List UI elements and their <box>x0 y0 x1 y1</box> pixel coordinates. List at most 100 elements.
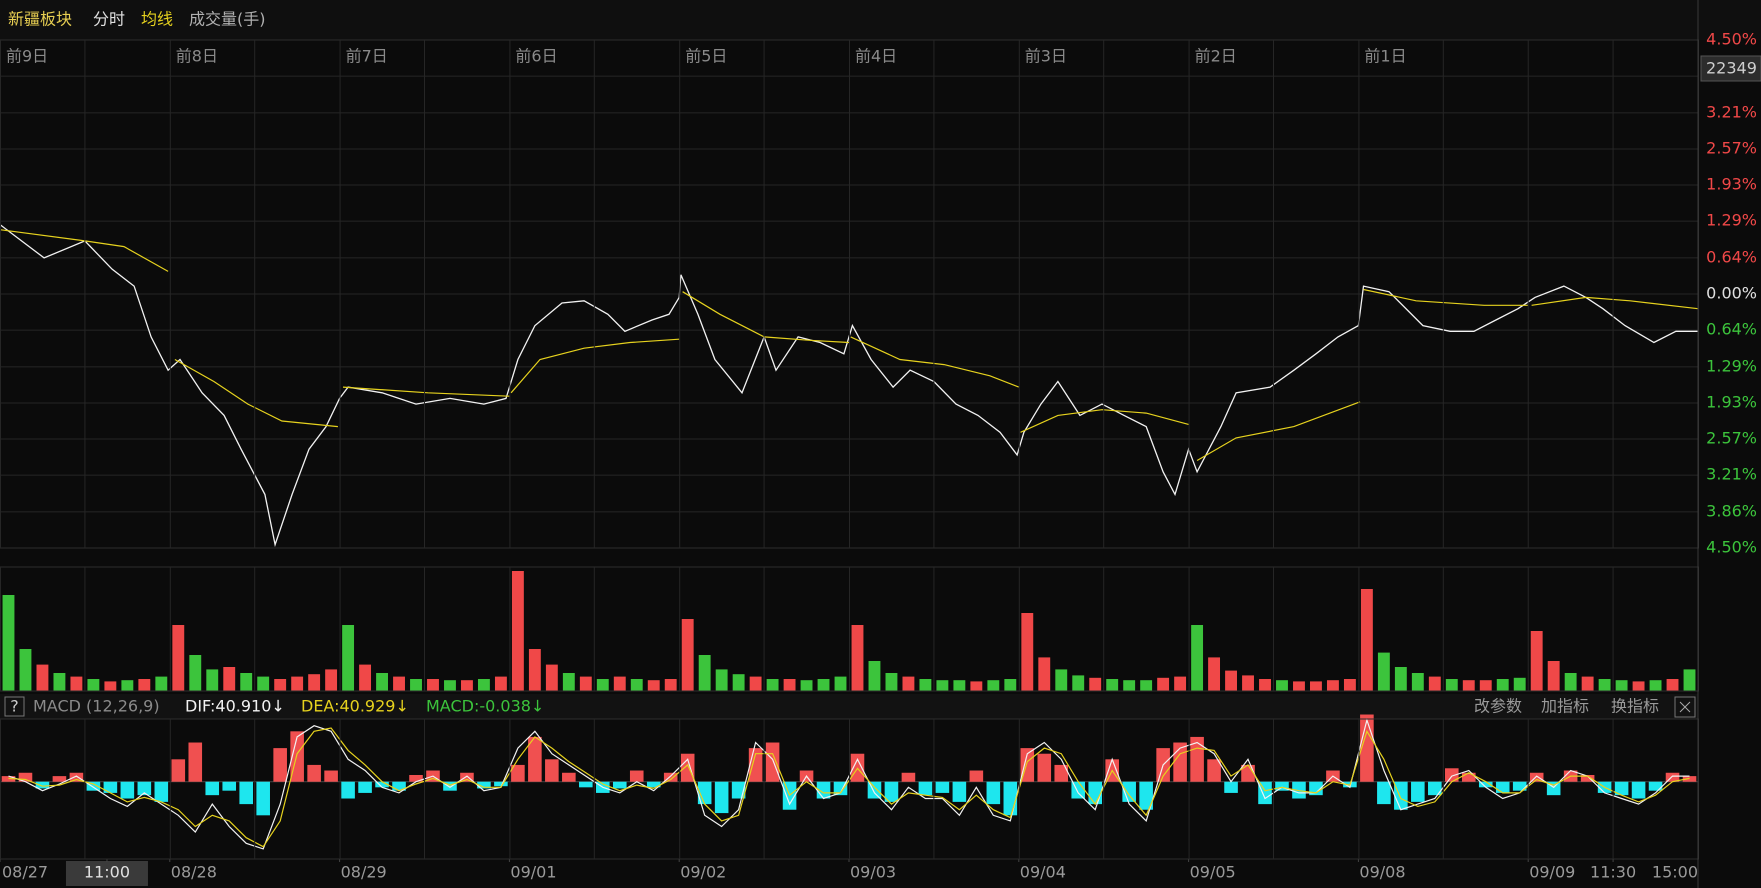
volume-bar <box>1513 677 1526 691</box>
macd-bar <box>341 781 355 799</box>
volume-bar <box>376 673 388 691</box>
y-tick-label: 0.00% <box>1706 284 1757 303</box>
volume-bar <box>291 676 304 691</box>
volume-bar <box>545 664 558 691</box>
y-tick-label: 4.50% <box>1706 538 1757 557</box>
day-label: 前8日 <box>176 47 218 66</box>
avg-toggle[interactable]: 均线 <box>141 10 173 29</box>
volume-bar <box>1615 680 1628 691</box>
volume-bar <box>1360 589 1373 691</box>
x-tick-label: 09/04 <box>1020 863 1066 882</box>
macd-bar <box>1614 781 1629 796</box>
macd-bar <box>884 781 899 802</box>
macd-header <box>0 694 1698 719</box>
volume-bar <box>1632 681 1645 691</box>
volume-bar <box>274 679 287 691</box>
volume-bar <box>1547 661 1560 691</box>
macd-bar <box>1207 759 1221 782</box>
macd-bar <box>1275 781 1289 791</box>
volume-bar <box>851 625 864 691</box>
x-tick-label: 08/27 <box>2 863 48 882</box>
macd-button[interactable]: 加指标 <box>1541 697 1589 716</box>
dea-label: DEA:40.929↓ <box>301 697 409 716</box>
volume-bar <box>562 673 575 691</box>
volume-bar <box>1004 679 1017 691</box>
macd-bar <box>680 753 695 782</box>
macd-bar <box>646 781 661 788</box>
help-button[interactable]: ? <box>10 697 19 716</box>
macd-bar <box>952 781 967 802</box>
volume-bar <box>1581 676 1594 691</box>
macd-bar <box>137 781 152 796</box>
day-label: 前5日 <box>685 47 727 66</box>
volume-bar <box>494 676 507 691</box>
macd-bar <box>86 781 101 791</box>
volume-bar <box>240 673 253 691</box>
macd-bar <box>511 764 525 782</box>
volume-bar <box>477 679 490 691</box>
volume-bar <box>1242 675 1254 691</box>
macd-bar <box>765 742 780 782</box>
day-label: 前7日 <box>346 47 388 66</box>
y-tick-label: 2.57% <box>1706 429 1757 448</box>
volume-bar <box>155 676 168 691</box>
macd-bar <box>188 742 203 782</box>
volume-bar <box>766 679 779 691</box>
macd-bar <box>1444 768 1459 782</box>
volume-bar <box>53 673 66 691</box>
y-tick-label: 4.50% <box>1706 30 1757 49</box>
volume-label[interactable]: 成交量(手) <box>189 10 266 29</box>
volume-bar <box>410 679 422 691</box>
macd-bar <box>1054 764 1069 782</box>
volume-bar <box>393 676 405 691</box>
macd-bar <box>443 781 457 791</box>
volume-bar <box>461 680 473 691</box>
cursor-label: 22349 <box>1706 59 1757 78</box>
macd-bar <box>663 772 678 782</box>
macd-button[interactable]: 改参数 <box>1474 697 1522 716</box>
volume-bar <box>715 669 728 691</box>
help-box[interactable] <box>4 696 25 717</box>
volume-bar <box>902 676 915 691</box>
volume-bar <box>1428 676 1441 691</box>
volume-bar <box>1055 669 1068 691</box>
volume-bar <box>936 680 949 691</box>
macd-bar <box>1394 781 1408 810</box>
x-tick-label: 11:30 <box>1590 863 1636 882</box>
macd-bar <box>1224 781 1238 793</box>
mode-button[interactable]: 分时 <box>93 10 125 29</box>
macd-bar <box>612 781 627 789</box>
volume-bar <box>1072 675 1085 691</box>
macd-bar <box>1411 781 1425 802</box>
volume-bar <box>987 680 1000 691</box>
macd-bar <box>35 781 50 789</box>
macd-bar <box>52 776 67 782</box>
close-button[interactable] <box>1674 696 1696 718</box>
x-tick-label: 09/01 <box>510 863 556 882</box>
volume-bar <box>1394 667 1407 691</box>
macd-bar <box>477 781 491 789</box>
macd-bar <box>986 781 1001 805</box>
macd-bar <box>1665 772 1680 782</box>
volume-bar <box>172 625 185 691</box>
macd-bar <box>375 781 389 788</box>
macd-button[interactable]: 换指标 <box>1611 697 1659 716</box>
cursor-box <box>1700 55 1761 82</box>
volume-bar <box>698 655 711 691</box>
macd-bar <box>1258 781 1272 805</box>
volume-bar <box>664 679 677 691</box>
y-tick-label: 3.21% <box>1706 102 1757 121</box>
macd-bar <box>103 781 118 793</box>
macd-bar <box>18 772 33 782</box>
x-tick-label: 11:00 <box>84 863 130 882</box>
volume-bar <box>647 680 660 691</box>
volume-bar <box>1411 673 1424 691</box>
macd-bar <box>69 772 84 782</box>
x-tick-label: 09/08 <box>1359 863 1405 882</box>
volume-bar <box>1225 670 1237 691</box>
macd-bar <box>969 770 984 782</box>
volume-bar <box>257 676 270 691</box>
volume-bar <box>444 680 456 691</box>
sector-name[interactable]: 新疆板块 <box>8 10 72 29</box>
